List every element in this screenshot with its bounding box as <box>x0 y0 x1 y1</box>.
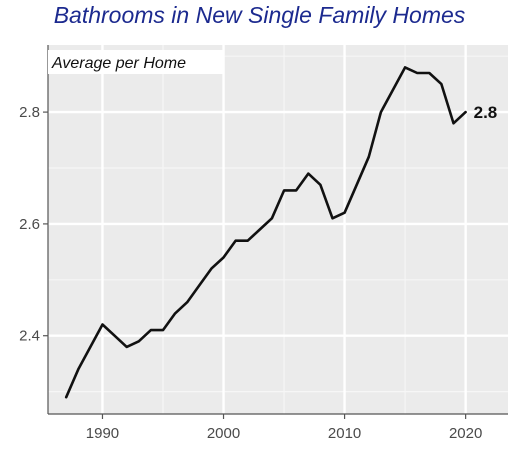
chart-subtitle: Average per Home <box>51 55 186 72</box>
y-tick-label: 2.8 <box>19 104 40 121</box>
y-tick-label: 2.6 <box>19 216 40 233</box>
chart-title: Bathrooms in New Single Family Homes <box>53 2 466 28</box>
axes <box>43 45 508 419</box>
y-tick-label: 2.4 <box>19 328 40 345</box>
series-line <box>64 66 467 399</box>
x-tick-label: 2020 <box>449 425 482 442</box>
x-tick-label: 1990 <box>86 425 119 442</box>
x-tick-label: 2010 <box>328 425 361 442</box>
minor-gridlines <box>48 45 508 414</box>
x-tick-label: 2000 <box>207 425 240 442</box>
series-group <box>64 66 467 399</box>
end-value-label: 2.8 <box>474 103 498 122</box>
major-gridlines <box>48 45 508 414</box>
tick-labels: 1990 2000 2010 2020 2.4 2.6 2.8 <box>19 104 482 442</box>
plot-panel <box>48 45 508 414</box>
subtitle-box <box>48 50 224 74</box>
